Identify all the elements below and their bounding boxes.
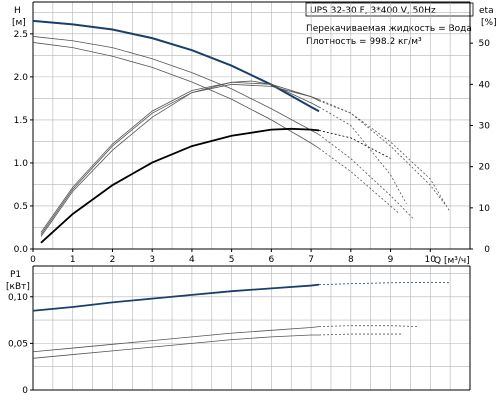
y-axis-unit-m: [м]	[12, 18, 26, 28]
y-tick-label: 1.5	[14, 116, 28, 126]
x-tick-label: 3	[149, 255, 155, 265]
y2-axis-title-eta: eta	[479, 6, 494, 16]
power-tick-label: 0,05	[8, 339, 28, 349]
y2-tick-label: 10	[479, 204, 491, 214]
y-tick-label: 2.0	[14, 73, 29, 83]
top-curves	[32, 19, 451, 244]
y-axis-title-h: H	[14, 6, 21, 16]
fluid-label: Перекачиваемая жидкость = Вода	[306, 24, 472, 34]
y2-axis-unit-pct: [%]	[481, 18, 497, 28]
x-tick-label: 4	[189, 255, 195, 265]
x-tick-label: 2	[110, 255, 116, 265]
bottom-tick-labels: 0 0,05 0,10	[8, 293, 33, 396]
head-curve-other	[32, 42, 320, 149]
bottom-axes	[32, 265, 471, 391]
y-tick-label: 1.0	[14, 159, 29, 169]
x-tick-label: 7	[308, 255, 314, 265]
power-axis-title: P1	[10, 270, 21, 280]
efficiency-curve-extension	[318, 130, 391, 159]
power-curve-extension	[319, 281, 451, 286]
y2-tick-label: 20	[479, 163, 491, 173]
bottom-gridlines	[33, 266, 471, 390]
head-curve-extension	[318, 147, 399, 214]
y2-tick-label: 0	[484, 245, 490, 255]
y-tick-label: 0.5	[14, 202, 28, 212]
y-tick-label: 0.0	[14, 245, 29, 255]
power-curve-other	[32, 326, 320, 353]
y2-tick-label: 50	[479, 39, 491, 49]
efficiency-curve-extension	[318, 99, 447, 207]
efficiency-curve-extension	[318, 106, 407, 204]
bottom-curves	[32, 281, 451, 359]
y-tick-label: 2.5	[14, 30, 28, 40]
density-label: Плотность = 998.2 кг/м³	[306, 37, 422, 47]
x-axis-label: Q [м³/ч]	[434, 256, 470, 266]
efficiency-curve-other	[40, 80, 320, 237]
power-curve-other	[32, 334, 320, 359]
x-tick-label: 8	[348, 255, 354, 265]
x-tick-label: 6	[268, 255, 274, 265]
pump-title-box	[305, 2, 474, 17]
head-curve-extension	[318, 134, 415, 221]
top-tick-labels: 0 1 2 3 4 5 6 7 8 9 10 0.0 0.5 1.0 1.5 2.0 2.5 0 10 20 30 40 5…	[14, 30, 491, 265]
head-curve-selected	[32, 19, 320, 113]
power-curve-selected	[32, 283, 320, 312]
y2-tick-label: 40	[479, 80, 491, 90]
x-tick-label: 5	[229, 255, 235, 265]
power-axis-unit: [кВт]	[6, 282, 30, 292]
power-curve-extension	[319, 325, 419, 327]
power-tick-label: 0,10	[8, 293, 28, 303]
x-tick-label: 0	[30, 255, 36, 265]
pump-title: UPS 32-30 F, 3*400 V, 50Hz	[310, 6, 436, 16]
efficiency-curve-selected	[40, 127, 320, 244]
x-tick-label: 9	[388, 255, 394, 265]
power-curve-extension	[319, 333, 403, 336]
power-tick-label: 0	[22, 386, 28, 396]
x-tick-label: 10	[425, 255, 437, 265]
x-tick-label: 1	[70, 255, 76, 265]
efficiency-curve-other	[40, 81, 320, 233]
head-curve-other	[32, 36, 320, 135]
efficiency-curve-other	[40, 83, 320, 235]
y2-tick-label: 30	[479, 122, 491, 132]
